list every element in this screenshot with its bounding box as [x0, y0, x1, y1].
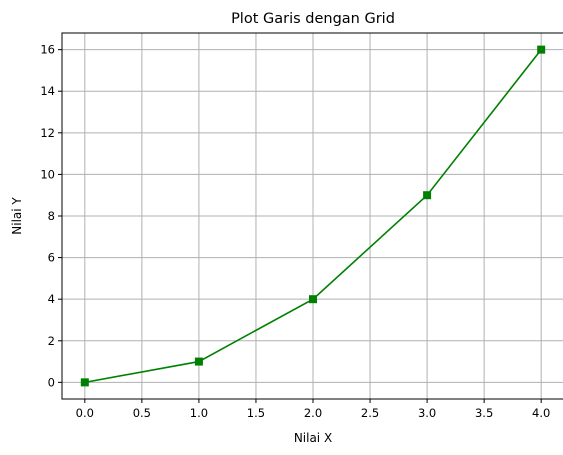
grid: [62, 33, 563, 399]
series-group: [80, 45, 546, 387]
chart-title: Plot Garis dengan Grid: [231, 11, 395, 27]
y-tick-label: 4: [48, 292, 55, 306]
x-tick-label: 3.0: [418, 406, 436, 420]
x-axis-label: Nilai X: [294, 431, 332, 445]
y-tick-label: 0: [48, 375, 55, 389]
data-point-marker: [423, 191, 432, 200]
x-tick-label: 1.5: [247, 406, 265, 420]
x-tick-label: 2.0: [304, 406, 322, 420]
x-tick-label: 3.5: [475, 406, 493, 420]
data-point-marker: [309, 295, 317, 304]
x-tick-label: 1.0: [190, 406, 208, 420]
y-tick-label: 12: [40, 126, 55, 140]
data-point-marker: [194, 357, 203, 366]
data-point-marker: [80, 378, 89, 387]
data-point-marker: [537, 45, 546, 54]
x-tick-label: 0.5: [133, 406, 151, 420]
y-tick-label: 2: [48, 334, 55, 348]
x-tick-label: 2.5: [361, 406, 379, 420]
y-tick-label: 6: [48, 251, 55, 265]
x-tick-label: 4.0: [532, 406, 550, 420]
y-tick-label: 14: [40, 84, 55, 98]
y-tick-label: 8: [48, 209, 55, 223]
y-axis-label: Nilai Y: [10, 197, 24, 235]
x-axis: 0.0 0.5 1.0 1.5 2.0 2.5 3.0 3.5 4.0: [76, 399, 550, 420]
y-tick-label: 16: [40, 43, 55, 57]
y-tick-label: 10: [40, 167, 55, 181]
x-tick-label: 0.0: [76, 406, 94, 420]
y-axis: 0 2 4 6 8 10 12 14 16: [40, 43, 62, 389]
